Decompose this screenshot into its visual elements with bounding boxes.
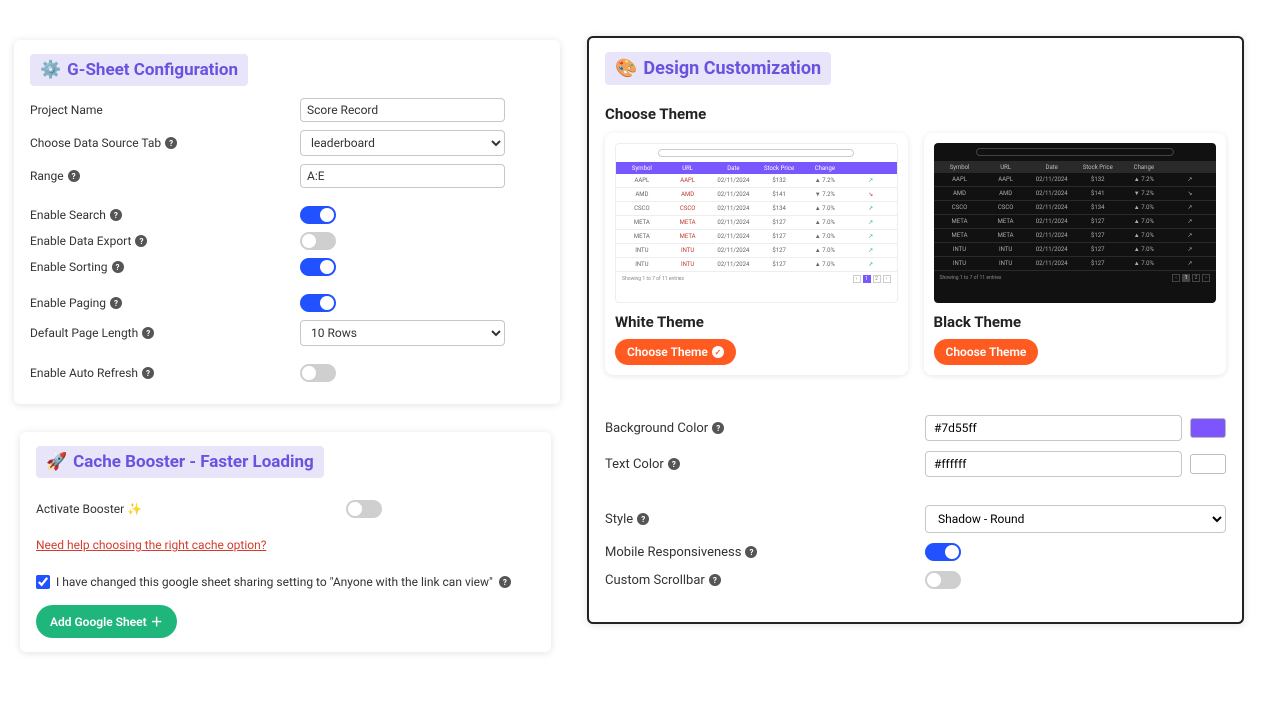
- enable-paging-toggle[interactable]: [300, 294, 336, 312]
- check-circle-icon: ✓: [712, 346, 724, 358]
- white-theme-preview: SymbolURLDateStock PriceChange AAPLAAPL0…: [615, 143, 898, 303]
- choose-black-theme-button[interactable]: Choose Theme: [934, 339, 1039, 365]
- cache-title: Cache Booster - Faster Loading: [73, 452, 314, 472]
- range-input[interactable]: [300, 164, 505, 188]
- gear-icon: ⚙️: [40, 60, 61, 80]
- help-icon[interactable]: ?: [165, 137, 177, 149]
- help-icon[interactable]: ?: [499, 576, 511, 588]
- custom-scrollbar-toggle[interactable]: [925, 571, 961, 589]
- bg-color-input[interactable]: [925, 415, 1182, 441]
- help-icon[interactable]: ?: [112, 261, 124, 273]
- design-title-badge: 🎨 Design Customization: [605, 52, 831, 85]
- style-label: Style: [605, 512, 633, 527]
- enable-paging-label: Enable Paging: [30, 296, 106, 310]
- help-icon[interactable]: ?: [110, 297, 122, 309]
- design-customization-panel: 🎨 Design Customization Choose Theme Symb…: [587, 36, 1244, 624]
- mobile-responsive-label: Mobile Responsiveness: [605, 545, 741, 560]
- help-icon[interactable]: ?: [110, 209, 122, 221]
- enable-export-label: Enable Data Export: [30, 234, 131, 248]
- enable-search-toggle[interactable]: [300, 206, 336, 224]
- auto-refresh-toggle[interactable]: [300, 364, 336, 382]
- page-length-label: Default Page Length: [30, 326, 138, 340]
- cache-title-badge: 🚀 Cache Booster - Faster Loading: [36, 446, 324, 478]
- bg-color-label: Background Color: [605, 421, 708, 436]
- data-source-label: Choose Data Source Tab: [30, 136, 161, 150]
- cache-help-link[interactable]: Need help choosing the right cache optio…: [36, 538, 266, 552]
- design-title: Design Customization: [643, 58, 821, 79]
- help-icon[interactable]: ?: [709, 574, 721, 586]
- activate-booster-toggle[interactable]: [346, 500, 382, 518]
- help-icon[interactable]: ?: [135, 235, 147, 247]
- auto-refresh-label: Enable Auto Refresh: [30, 366, 138, 380]
- project-name-input[interactable]: [300, 98, 505, 122]
- help-icon[interactable]: ?: [712, 422, 724, 434]
- custom-scrollbar-label: Custom Scrollbar: [605, 573, 705, 588]
- bg-color-swatch[interactable]: [1190, 418, 1226, 438]
- enable-export-toggle[interactable]: [300, 232, 336, 250]
- choose-theme-label: Choose Theme: [946, 345, 1027, 359]
- help-icon[interactable]: ?: [142, 367, 154, 379]
- enable-sorting-toggle[interactable]: [300, 258, 336, 276]
- mobile-responsive-toggle[interactable]: [925, 543, 961, 561]
- project-name-label: Project Name: [30, 103, 103, 117]
- sharing-confirm-input[interactable]: [36, 575, 50, 589]
- choose-white-theme-button[interactable]: Choose Theme ✓: [615, 339, 736, 365]
- data-source-select[interactable]: leaderboard: [300, 130, 505, 156]
- choose-theme-label: Choose Theme: [627, 345, 708, 359]
- text-color-input[interactable]: [925, 451, 1182, 477]
- page-length-select[interactable]: 10 Rows: [300, 320, 505, 346]
- help-icon[interactable]: ?: [142, 327, 154, 339]
- add-google-sheet-button[interactable]: Add Google Sheet ＋: [36, 605, 177, 638]
- gsheet-title: G-Sheet Configuration: [67, 60, 238, 80]
- sharing-confirm-checkbox[interactable]: I have changed this google sheet sharing…: [36, 575, 535, 589]
- help-icon[interactable]: ?: [68, 170, 80, 182]
- plus-icon: ＋: [151, 613, 163, 630]
- add-google-sheet-label: Add Google Sheet: [50, 615, 147, 629]
- enable-search-label: Enable Search: [30, 208, 106, 222]
- activate-booster-label: Activate Booster ✨: [36, 502, 142, 516]
- gsheet-config-panel: ⚙️ G-Sheet Configuration Project Name Ch…: [14, 40, 560, 404]
- theme-cards: SymbolURLDateStock PriceChange AAPLAAPL0…: [605, 133, 1226, 375]
- range-label: Range: [30, 169, 64, 183]
- help-icon[interactable]: ?: [637, 513, 649, 525]
- sharing-confirm-label: I have changed this google sheet sharing…: [56, 575, 493, 589]
- text-color-swatch[interactable]: [1190, 454, 1226, 474]
- text-color-label: Text Color: [605, 457, 664, 472]
- black-theme-card: SymbolURLDateStock PriceChange AAPLAAPL0…: [924, 133, 1227, 375]
- help-icon[interactable]: ?: [745, 546, 757, 558]
- rocket-icon: 🚀: [46, 452, 67, 472]
- black-theme-preview: SymbolURLDateStock PriceChange AAPLAAPL0…: [934, 143, 1217, 303]
- enable-sorting-label: Enable Sorting: [30, 260, 108, 274]
- white-theme-title: White Theme: [615, 313, 898, 331]
- help-icon[interactable]: ?: [668, 458, 680, 470]
- black-theme-title: Black Theme: [934, 313, 1217, 331]
- cache-booster-panel: 🚀 Cache Booster - Faster Loading Activat…: [20, 432, 551, 652]
- white-theme-card: SymbolURLDateStock PriceChange AAPLAAPL0…: [605, 133, 908, 375]
- choose-theme-heading: Choose Theme: [605, 105, 1226, 123]
- style-select[interactable]: Shadow - Round: [925, 505, 1226, 533]
- palette-icon: 🎨: [615, 58, 637, 79]
- gsheet-title-badge: ⚙️ G-Sheet Configuration: [30, 54, 248, 86]
